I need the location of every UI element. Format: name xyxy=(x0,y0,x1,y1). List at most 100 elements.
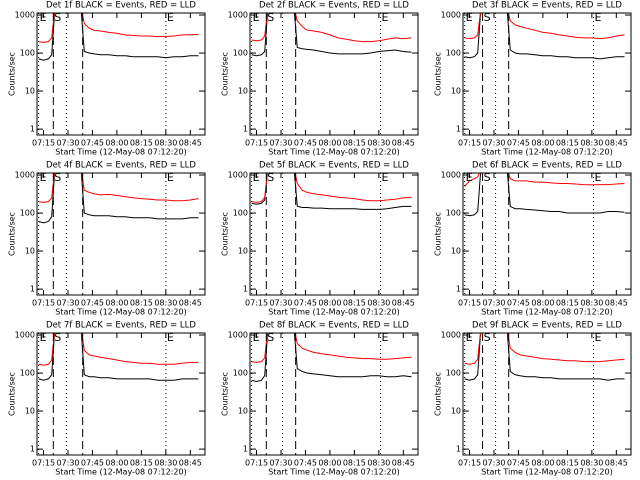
marker-label: E xyxy=(253,331,260,344)
x-tick-label: 08:30 xyxy=(367,139,390,148)
panel: Det 2f BLACK = Events, RED = LLD Start Ti… xyxy=(221,1,419,157)
x-tick-label: 07:15 xyxy=(458,139,481,148)
marker-label: S xyxy=(54,11,61,24)
x-tick-label: 08:15 xyxy=(343,139,366,148)
x-axis-label: Start Time (12-May-08 07:12:20) xyxy=(55,148,186,157)
x-tick-label: 08:45 xyxy=(605,139,628,148)
x-tick-label: 07:45 xyxy=(507,459,530,468)
marker-label: E xyxy=(381,171,388,184)
marker-label: E xyxy=(594,171,601,184)
plot-frame xyxy=(249,172,419,296)
y-tick-label: 1 xyxy=(243,125,248,134)
marker-label: E xyxy=(594,331,601,344)
x-tick-label: 07:30 xyxy=(269,139,292,148)
y-axis-label: Counts/sec xyxy=(8,212,17,256)
series-line xyxy=(38,13,199,43)
x-tick-label: 08:30 xyxy=(154,459,177,468)
y-tick-label: 1 xyxy=(30,285,35,294)
series-line xyxy=(464,13,625,60)
plot-frame xyxy=(249,12,419,136)
chart-title: Det 3f BLACK = Events, RED = LLD xyxy=(472,1,622,11)
x-tick-label: 07:45 xyxy=(507,139,530,148)
x-tick-label: 08:15 xyxy=(130,139,153,148)
y-tick-label: 1000 xyxy=(228,171,248,180)
series-line xyxy=(251,333,412,383)
y-tick-label: 1 xyxy=(243,445,248,454)
x-tick-label: 07:30 xyxy=(482,459,505,468)
plot-frame xyxy=(36,332,206,456)
x-tick-label: 07:30 xyxy=(482,139,505,148)
x-tick-label: 08:00 xyxy=(105,459,128,468)
chart-title: Det 4f BLACK = Events, RED = LLD xyxy=(46,161,196,171)
marker-label: E xyxy=(466,11,473,24)
x-tick-label: 08:15 xyxy=(130,299,153,308)
x-tick-label: 08:15 xyxy=(556,139,579,148)
chart-title: Det 1f BLACK = Events, RED = LLD xyxy=(46,1,196,11)
x-tick-label: 07:15 xyxy=(32,459,55,468)
chart-title: Det 5f BLACK = Events, RED = LLD xyxy=(259,161,409,171)
y-tick-label: 1000 xyxy=(15,171,35,180)
x-tick-label: 07:15 xyxy=(245,459,268,468)
x-tick-label: 08:45 xyxy=(392,459,415,468)
x-tick-label: 07:45 xyxy=(81,459,104,468)
x-tick-label: 07:45 xyxy=(294,299,317,308)
x-tick-label: 08:30 xyxy=(367,299,390,308)
series-line xyxy=(464,173,625,217)
x-tick-label: 07:45 xyxy=(507,299,530,308)
x-tick-label: 08:00 xyxy=(531,299,554,308)
panel: Det 5f BLACK = Events, RED = LLD Start Ti… xyxy=(221,161,419,317)
x-tick-label: 07:15 xyxy=(245,139,268,148)
x-axis-label: Start Time (12-May-08 07:12:20) xyxy=(481,468,612,477)
marker-label: E xyxy=(594,11,601,24)
x-axis-label: Start Time (12-May-08 07:12:20) xyxy=(268,148,399,157)
series-line xyxy=(38,333,199,366)
panel: Det 3f BLACK = Events, RED = LLD Start Ti… xyxy=(434,1,632,157)
x-tick-label: 08:45 xyxy=(179,459,202,468)
x-axis-label: Start Time (12-May-08 07:12:20) xyxy=(268,308,399,317)
x-tick-label: 08:00 xyxy=(531,459,554,468)
y-tick-label: 100 xyxy=(446,209,461,218)
marker-label: E xyxy=(40,11,47,24)
x-tick-label: 08:30 xyxy=(154,139,177,148)
y-tick-label: 10 xyxy=(238,407,248,416)
y-tick-label: 10 xyxy=(25,247,35,256)
x-tick-label: 07:30 xyxy=(269,299,292,308)
x-tick-label: 07:30 xyxy=(56,299,79,308)
y-tick-label: 1000 xyxy=(228,11,248,20)
series-line xyxy=(251,333,412,363)
series-line xyxy=(464,13,625,40)
x-tick-label: 07:45 xyxy=(81,299,104,308)
x-tick-label: 08:00 xyxy=(105,139,128,148)
plot-frame xyxy=(462,12,632,136)
y-tick-label: 10 xyxy=(451,247,461,256)
y-tick-label: 10 xyxy=(238,247,248,256)
chart-title: Det 9f BLACK = Events, RED = LLD xyxy=(472,321,622,331)
plot-frame xyxy=(36,12,206,136)
y-tick-label: 1000 xyxy=(228,331,248,340)
y-tick-label: 100 xyxy=(20,369,35,378)
y-tick-label: 10 xyxy=(25,87,35,96)
x-axis-label: Start Time (12-May-08 07:12:20) xyxy=(481,308,612,317)
marker-label: E xyxy=(381,11,388,24)
panel: Det 9f BLACK = Events, RED = LLD Start Ti… xyxy=(434,321,632,477)
x-tick-label: 08:30 xyxy=(154,299,177,308)
y-tick-label: 100 xyxy=(20,209,35,218)
x-axis-label: Start Time (12-May-08 07:12:20) xyxy=(268,468,399,477)
panel: Det 7f BLACK = Events, RED = LLD Start Ti… xyxy=(8,321,206,477)
series-line xyxy=(251,173,412,203)
x-tick-label: 07:30 xyxy=(269,459,292,468)
x-tick-label: 07:30 xyxy=(56,139,79,148)
x-tick-label: 08:45 xyxy=(392,299,415,308)
series-line xyxy=(38,333,199,381)
x-tick-label: 08:30 xyxy=(367,459,390,468)
panel: Det 1f BLACK = Events, RED = LLD Start Ti… xyxy=(8,1,206,157)
y-tick-label: 10 xyxy=(238,87,248,96)
chart-title: Det 8f BLACK = Events, RED = LLD xyxy=(259,321,409,331)
plot-frame xyxy=(462,332,632,456)
y-tick-label: 100 xyxy=(20,49,35,58)
marker-label: S xyxy=(267,331,274,344)
y-axis-label: Counts/sec xyxy=(221,372,230,416)
y-tick-label: 10 xyxy=(25,407,35,416)
marker-label: E xyxy=(466,331,473,344)
